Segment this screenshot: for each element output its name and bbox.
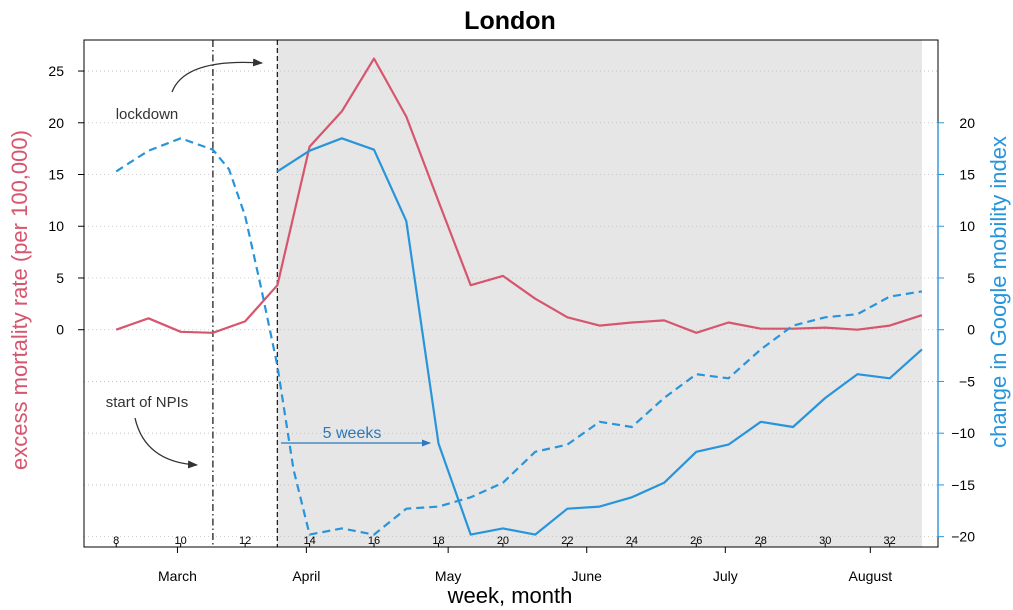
- right-tick-label: 15: [959, 167, 975, 183]
- week-tick-label: 14: [303, 535, 315, 547]
- week-tick-label: 20: [497, 535, 509, 547]
- right-tick-label: 10: [959, 218, 975, 234]
- left-y-axis-label: excess mortality rate (per 100,000): [7, 130, 32, 470]
- right-tick-label: −15: [951, 477, 975, 493]
- left-tick-label: 20: [48, 115, 64, 131]
- month-tick-label: April: [292, 568, 320, 584]
- right-y-axis-label: change in Google mobility index: [986, 136, 1011, 448]
- right-tick-label: −5: [959, 373, 975, 389]
- right-tick-label: 0: [967, 322, 975, 338]
- right-tick-label: −20: [951, 529, 975, 545]
- five-weeks-annotation: 5 weeks: [323, 425, 382, 442]
- week-tick-label: 12: [239, 535, 251, 547]
- left-tick-label: 5: [56, 270, 64, 286]
- month-tick-label: June: [572, 568, 603, 584]
- left-tick-label: 0: [56, 322, 64, 338]
- week-tick-label: 24: [626, 535, 638, 547]
- week-tick-label: 16: [368, 535, 380, 547]
- month-tick-label: March: [158, 568, 197, 584]
- month-tick-label: July: [713, 568, 738, 584]
- lockdown-arrow: [171, 58, 263, 93]
- lockdown-period-shading: [277, 40, 922, 547]
- left-axis: 0 5 10 15 20 25: [48, 63, 85, 338]
- series-line-1: [115, 137, 923, 536]
- left-tick-label: 25: [48, 63, 64, 79]
- week-tick-label: 22: [561, 535, 573, 547]
- month-tick-label: May: [435, 568, 461, 584]
- week-tick-label: 28: [755, 535, 767, 547]
- series-group: [115, 57, 923, 536]
- month-tick-label: August: [849, 568, 893, 584]
- left-tick-label: 10: [48, 218, 64, 234]
- week-tick-label: 18: [432, 535, 444, 547]
- right-tick-label: 5: [967, 270, 975, 286]
- left-tick-label: 15: [48, 167, 64, 183]
- week-tick-label: 32: [884, 535, 896, 547]
- week-tick-labels: 8 10 12 14 16 18 20 22 24 26 28 30 32: [113, 535, 896, 547]
- lockdown-annotation: lockdown: [116, 106, 179, 123]
- bottom-axis: March April May June July August: [158, 546, 893, 584]
- x-axis-label: week, month: [447, 583, 573, 608]
- series-line-2: [276, 137, 923, 536]
- right-tick-label: −10: [951, 425, 975, 441]
- right-axis: −20 −15 −10 −5 0 5 10 15 20: [937, 115, 975, 545]
- npi-annotation: start of NPIs: [106, 394, 189, 411]
- chart-title: London: [464, 7, 556, 35]
- right-tick-label: 20: [959, 115, 975, 131]
- npi-arrow: [134, 417, 198, 469]
- week-tick-label: 26: [690, 535, 702, 547]
- week-tick-label: 10: [175, 535, 187, 547]
- week-tick-label: 30: [819, 535, 831, 547]
- week-tick-label: 8: [113, 535, 119, 547]
